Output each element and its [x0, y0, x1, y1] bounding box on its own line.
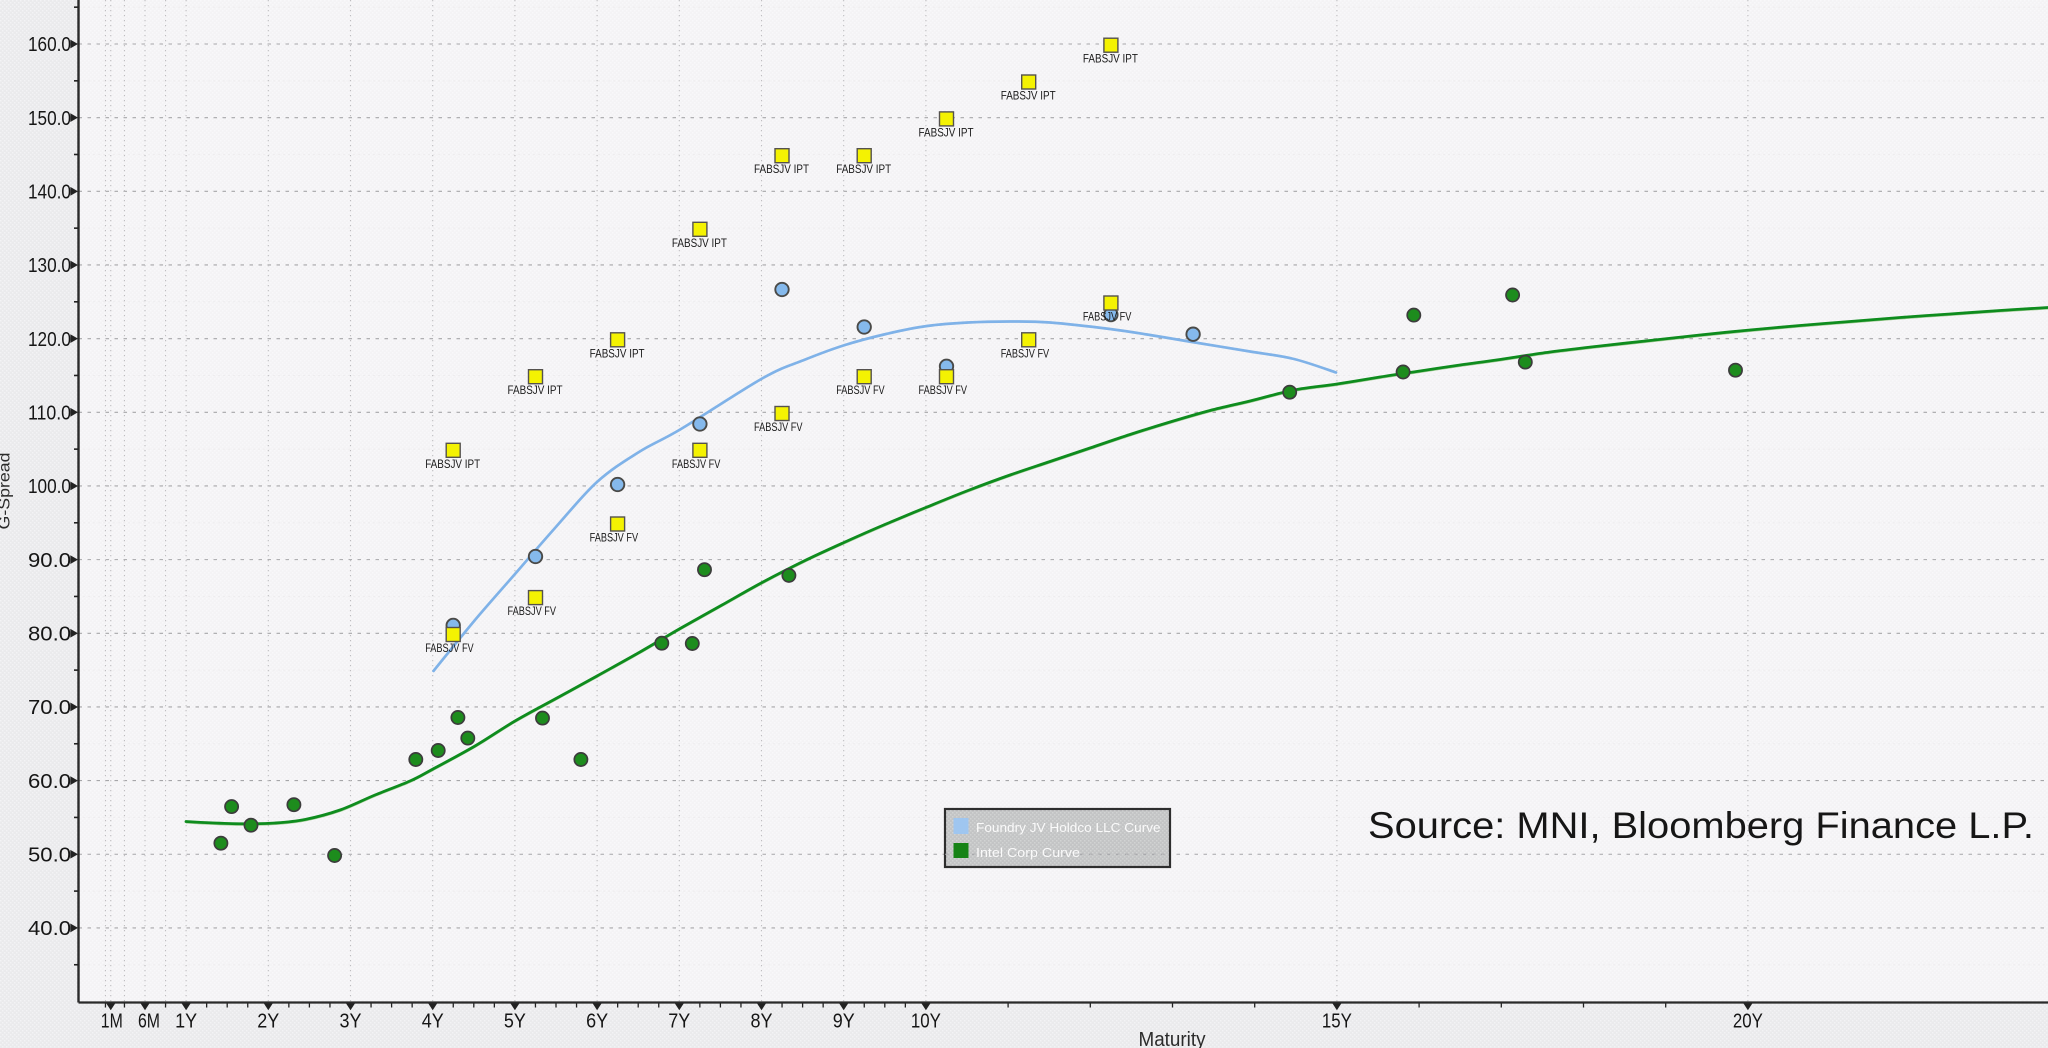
- svg-text:FABSJV IPT: FABSJV IPT: [425, 459, 480, 471]
- svg-text:FABSJV IPT: FABSJV IPT: [919, 127, 974, 139]
- svg-text:8Y: 8Y: [751, 1011, 773, 1033]
- svg-text:5Y: 5Y: [504, 1011, 526, 1033]
- svg-text:50.0: 50.0: [28, 845, 71, 867]
- svg-text:100.0: 100.0: [28, 476, 71, 498]
- svg-text:40.0: 40.0: [28, 918, 71, 940]
- svg-text:FABSJV FV: FABSJV FV: [1001, 348, 1050, 360]
- svg-text:FABSJV FV: FABSJV FV: [508, 606, 557, 618]
- svg-text:FABSJV FV: FABSJV FV: [590, 533, 639, 545]
- svg-text:130.0: 130.0: [28, 255, 71, 277]
- svg-text:G-Spread: G-Spread: [0, 453, 14, 530]
- svg-text:FABSJV FV: FABSJV FV: [672, 459, 721, 471]
- svg-text:Foundry JV Holdco LLC Curve: Foundry JV Holdco LLC Curve: [976, 820, 1161, 835]
- svg-text:Maturity: Maturity: [1139, 1029, 1206, 1048]
- svg-text:FABSJV IPT: FABSJV IPT: [836, 164, 891, 176]
- svg-text:FABSJV IPT: FABSJV IPT: [672, 238, 727, 250]
- svg-text:6M: 6M: [138, 1011, 160, 1033]
- svg-text:6Y: 6Y: [586, 1011, 608, 1033]
- svg-text:110.0: 110.0: [28, 403, 71, 425]
- svg-text:FABSJV FV: FABSJV FV: [1083, 312, 1132, 324]
- svg-text:FABSJV IPT: FABSJV IPT: [590, 348, 645, 360]
- svg-text:Source: MNI, Bloomberg Finance: Source: MNI, Bloomberg Finance L.P.: [1368, 805, 2034, 846]
- svg-text:15Y: 15Y: [1322, 1011, 1352, 1033]
- svg-text:20Y: 20Y: [1733, 1011, 1763, 1033]
- svg-text:70.0: 70.0: [28, 697, 71, 719]
- svg-text:FABSJV FV: FABSJV FV: [919, 385, 968, 397]
- svg-text:FABSJV IPT: FABSJV IPT: [1001, 91, 1056, 103]
- svg-text:80.0: 80.0: [28, 624, 71, 646]
- svg-text:9Y: 9Y: [833, 1011, 855, 1033]
- svg-text:7Y: 7Y: [668, 1011, 690, 1033]
- svg-text:FABSJV FV: FABSJV FV: [836, 385, 885, 397]
- svg-text:2Y: 2Y: [257, 1011, 279, 1033]
- svg-text:3Y: 3Y: [340, 1011, 362, 1033]
- svg-text:1Y: 1Y: [175, 1011, 197, 1033]
- svg-text:60.0: 60.0: [28, 771, 71, 793]
- svg-text:4Y: 4Y: [422, 1011, 444, 1033]
- svg-text:160.0: 160.0: [28, 34, 71, 56]
- svg-text:FABSJV FV: FABSJV FV: [425, 643, 474, 655]
- svg-text:FABSJV FV: FABSJV FV: [754, 422, 803, 434]
- svg-text:150.0: 150.0: [28, 108, 71, 130]
- svg-text:1M: 1M: [101, 1011, 123, 1033]
- svg-text:90.0: 90.0: [28, 550, 71, 572]
- svg-text:120.0: 120.0: [28, 329, 71, 351]
- svg-text:FABSJV IPT: FABSJV IPT: [1083, 54, 1138, 66]
- svg-text:140.0: 140.0: [28, 182, 71, 204]
- svg-text:Intel Corp Curve: Intel Corp Curve: [976, 845, 1080, 860]
- svg-text:FABSJV IPT: FABSJV IPT: [508, 385, 563, 397]
- svg-text:10Y: 10Y: [911, 1011, 941, 1033]
- svg-text:FABSJV IPT: FABSJV IPT: [754, 164, 809, 176]
